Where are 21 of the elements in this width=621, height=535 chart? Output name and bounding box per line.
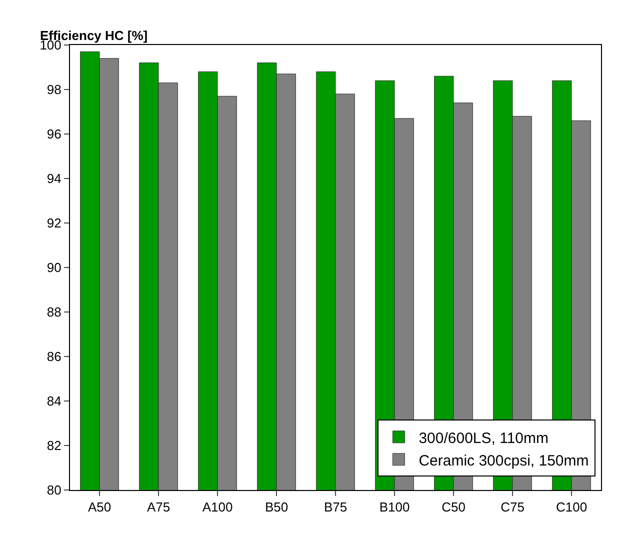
x-tick-label: C75 <box>500 500 524 515</box>
y-tick-label: 82 <box>46 438 62 454</box>
x-tick-label: A50 <box>88 500 112 515</box>
y-tick-label: 98 <box>46 82 62 98</box>
y-tick-label: 92 <box>46 216 62 231</box>
x-tick-label: C100 <box>556 500 588 515</box>
y-tick-label: 88 <box>46 304 62 320</box>
x-tick-label: A75 <box>146 500 170 515</box>
x-tick-label: B100 <box>379 500 410 515</box>
y-tick-label: 84 <box>46 394 62 409</box>
x-tick-label: C50 <box>442 500 466 515</box>
y-tick-label: 90 <box>46 260 62 276</box>
legend-label: Ceramic 300cpsi, 150mm <box>418 452 589 470</box>
y-tick-label: 86 <box>46 349 62 364</box>
y-tick-label: 96 <box>46 126 62 142</box>
x-tick-label: B75 <box>324 500 348 515</box>
x-tick-label: A100 <box>202 500 233 515</box>
legend-label: 300/600LS, 110mm <box>418 430 549 447</box>
x-tick-label: B50 <box>264 500 288 515</box>
y-tick-label: 94 <box>46 171 62 186</box>
y-tick-label: 80 <box>46 482 62 498</box>
